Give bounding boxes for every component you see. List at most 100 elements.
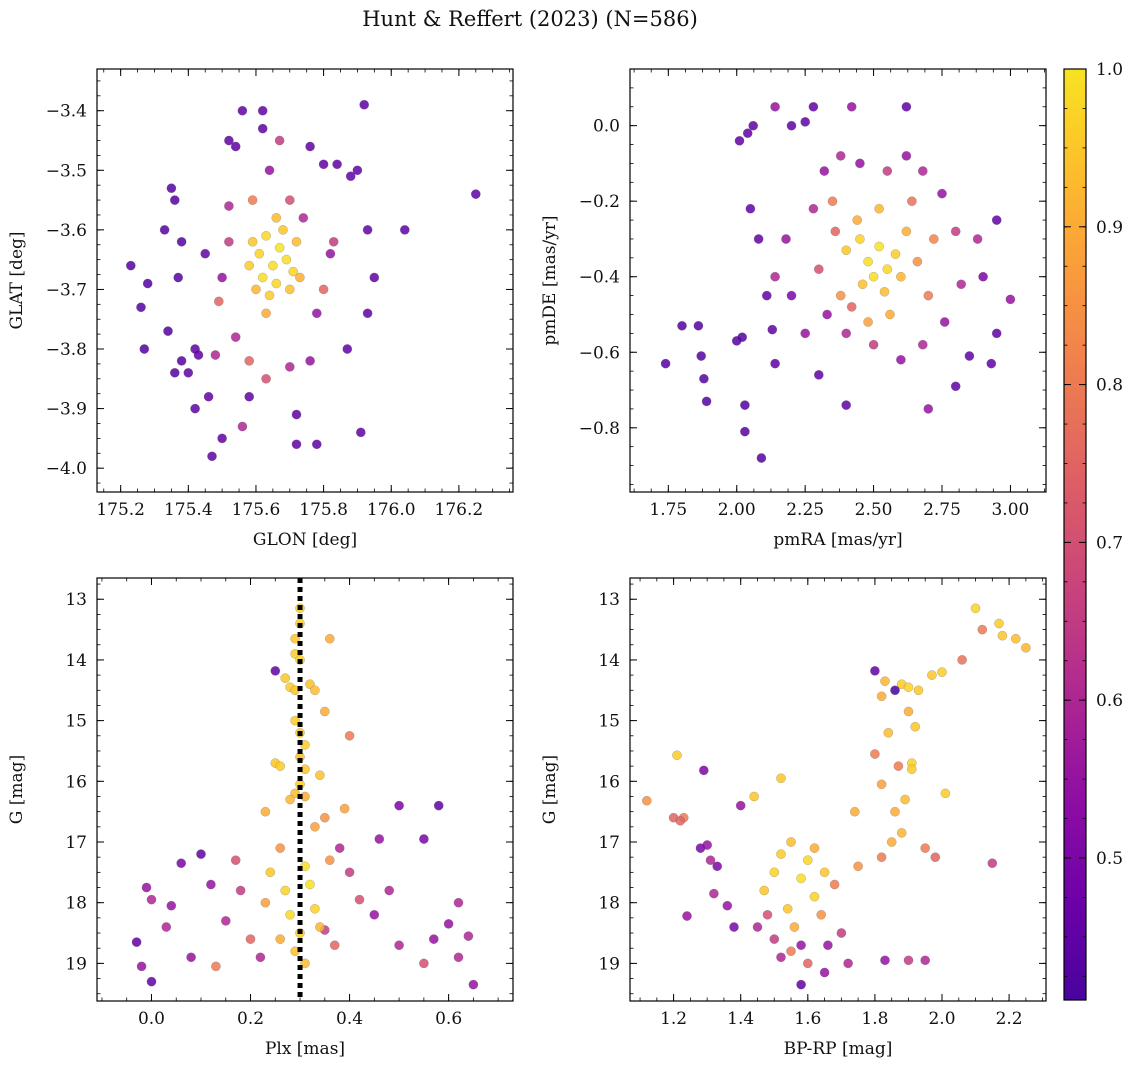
scatter-point [275,761,285,771]
scatter-point [453,952,464,963]
y-tick-label: −4.0 [46,459,87,479]
scatter-point [139,344,150,354]
scatter-point [356,427,366,438]
scatter-point [270,666,281,676]
scatter-point [280,673,290,683]
x-tick-label: 175.6 [232,500,281,520]
scatter-point [136,302,146,313]
scatter-point [740,400,750,410]
scatter-point [254,248,265,259]
scatter-point [789,922,800,932]
scatter-point [846,102,857,112]
scatter-point [855,234,865,244]
scatter-point [672,750,682,760]
scatter-point [827,196,838,206]
scatter-point [260,897,271,908]
scatter-point [742,128,753,138]
scatter-point [255,952,266,963]
scatter-point [695,843,706,853]
scatter-point [230,332,241,342]
scatter-point [271,278,282,289]
scatter-point [734,136,745,146]
scatter-point [291,439,302,450]
scatter-point [261,308,271,319]
scatter-point [930,852,941,862]
scatter-point [345,171,356,181]
scatter-point [803,855,813,865]
scatter-point [762,290,772,301]
scatter-point [285,195,295,205]
scatter-point [359,99,369,110]
scatter-point [468,979,479,990]
scatter-point [1021,643,1031,653]
scatter-point [972,234,983,244]
scatter-point [285,794,295,805]
scatter-point [835,290,846,301]
colorbar-tick-label: 0.6 [1096,691,1123,711]
scatter-point [281,254,292,265]
scatter-point [285,362,295,372]
scatter-point [920,843,930,853]
scatter-point [305,879,315,890]
scatter-point [166,900,177,911]
scatter-point [882,264,893,274]
scatter-point [830,226,841,237]
scatter-point [940,788,951,799]
x-tick-label: 1.2 [660,1009,687,1029]
scatter-point [271,213,282,223]
scatter-point [903,706,914,717]
scatter-point [957,655,967,665]
scatter-point [705,855,716,865]
y-tick-label: 15 [65,712,87,732]
x-axis-label: pmRA [mas/yr] [773,530,902,550]
scatter-point [247,237,258,247]
scatter-point [918,166,928,176]
scatter-point [819,166,830,176]
scatter-point [786,120,797,131]
scatter-point [305,356,315,366]
scatter-point [796,940,806,950]
scatter-point [245,934,256,944]
scatter-point [275,843,285,853]
scatter-point [291,237,302,247]
scatter-point [843,958,853,969]
scatter-point [146,976,157,987]
scatter-point [740,426,750,437]
scatter-point [855,158,865,169]
scatter-point [814,370,824,380]
scatter-point [918,339,928,350]
x-tick-label: 1.4 [727,1009,754,1029]
scatter-point [244,356,254,366]
y-axis-label: pmDE [mas/yr] [540,215,560,345]
scatter-point [857,279,868,290]
scatter-point [190,403,200,414]
scatter-point [329,940,340,950]
x-tick-label: 1.8 [861,1009,888,1029]
scatter-point [876,852,887,862]
scatter-point [910,721,920,732]
scatter-point [660,358,671,369]
x-tick-label: 2.2 [996,1009,1023,1029]
y-tick-label: −0.2 [579,192,620,212]
scatter-point [315,922,325,932]
scatter-point [170,368,180,378]
scatter-point [260,806,271,817]
scatter-point [786,837,796,847]
scatter-point [809,843,820,853]
x-tick-label: 2.50 [855,500,893,520]
y-tick-label: −3.6 [46,221,87,241]
scatter-point [749,791,759,802]
scatter-point [251,284,261,295]
scatter-point [964,351,975,361]
scatter-point [880,955,890,966]
scatter-point [893,761,904,771]
scatter-point [950,381,961,392]
y-tick-label: 16 [65,772,87,792]
scatter-point [176,356,187,366]
scatter-point [675,816,686,826]
scatter-point [244,391,254,402]
scatter-point [863,317,873,327]
y-axis-label: G [mag] [7,755,27,824]
scatter-point [903,682,914,692]
scatter-point [709,888,719,899]
